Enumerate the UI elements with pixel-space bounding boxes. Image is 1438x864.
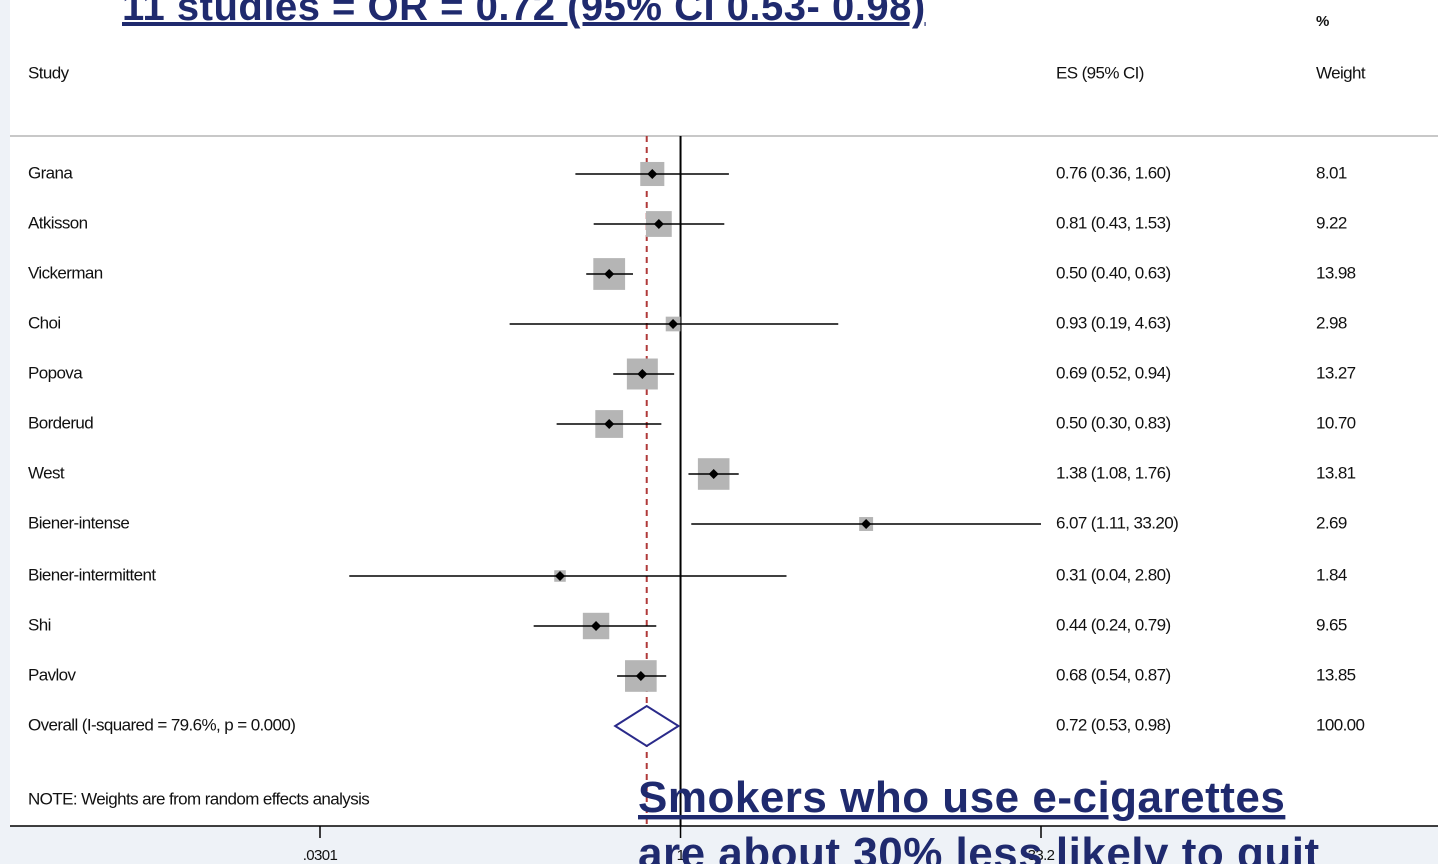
es-point [647,169,658,179]
study-label: Choi [28,313,61,332]
weight-header-top: % [1316,13,1329,30]
study-label: Shi [28,615,51,634]
overall-weight-label: 100.00 [1316,715,1365,734]
weight-label: 10.70 [1316,413,1356,432]
study-label: Atkisson [28,213,88,232]
es-point [604,269,615,279]
overall-label: Overall (I-squared = 79.6%, p = 0.000) [28,715,295,734]
overall-diamond [613,704,681,748]
es-point [637,369,648,379]
es-label: 0.81 (0.43, 1.53) [1056,213,1171,232]
overall-es-label: 0.72 (0.53, 0.98) [1056,715,1171,734]
es-header: ES (95% CI) [1056,63,1144,82]
x-tick-label: 1 [677,847,685,864]
es-point [555,571,566,581]
es-point [653,219,664,229]
es-label: 0.44 (0.24, 0.79) [1056,615,1171,634]
study-header: Study [28,63,70,82]
weight-label: 8.01 [1316,163,1347,182]
study-label: Grana [28,163,73,182]
es-label: 0.50 (0.30, 0.83) [1056,413,1171,432]
weight-header: Weight [1316,63,1366,82]
weight-label: 9.22 [1316,213,1347,232]
note: NOTE: Weights are from random effects an… [28,789,369,808]
plot-background [10,0,1438,826]
study-label: Pavlov [28,665,77,684]
es-label: 1.38 (1.08, 1.76) [1056,463,1171,482]
x-tick-label: 33.2 [1028,847,1055,864]
study-label: Popova [28,363,83,382]
annotation: Smokers who use e-cigarettes [638,773,1285,822]
weight-label: 13.98 [1316,263,1356,282]
es-point [591,621,602,631]
study-label: Vickerman [28,263,103,282]
weight-label: 1.84 [1316,565,1347,584]
es-label: 0.50 (0.40, 0.63) [1056,263,1171,282]
es-label: 0.76 (0.36, 1.60) [1056,163,1171,182]
weight-label: 2.98 [1316,313,1347,332]
chart-title: 11 studies = OR = 0.72 (95% CI 0.53- 0.9… [122,0,926,29]
weight-label: 9.65 [1316,615,1347,634]
x-tick-label: .0301 [303,847,338,864]
weight-label: 2.69 [1316,513,1347,532]
weight-label: 13.27 [1316,363,1356,382]
weight-label: 13.85 [1316,665,1356,684]
es-point [668,319,679,329]
es-label: 6.07 (1.11, 33.20) [1056,513,1178,532]
es-label: 0.31 (0.04, 2.80) [1056,565,1171,584]
study-label: Biener-intense [28,513,129,532]
study-label: West [28,463,65,482]
study-label: Biener-intermittent [28,565,156,584]
study-label: Borderud [28,413,93,432]
es-label: 0.68 (0.54, 0.87) [1056,665,1171,684]
es-label: 0.93 (0.19, 4.63) [1056,313,1171,332]
annotation: are about 30% less likely to quit [638,829,1320,864]
es-point [861,519,872,529]
weight-label: 13.81 [1316,463,1356,482]
es-point [604,419,615,429]
es-point [708,469,719,479]
es-label: 0.69 (0.52, 0.94) [1056,363,1171,382]
es-point [635,671,646,681]
